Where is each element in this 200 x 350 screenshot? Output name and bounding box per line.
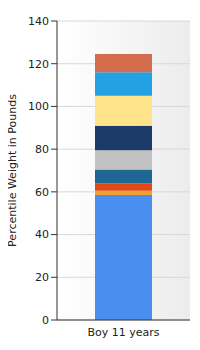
svg-text:80: 80	[35, 143, 49, 156]
svg-text:20: 20	[35, 271, 49, 284]
svg-text:140: 140	[28, 15, 49, 28]
svg-text:Boy 11 years: Boy 11 years	[87, 326, 159, 339]
svg-text:0: 0	[42, 314, 49, 327]
svg-text:Percentile Weight in Pounds: Percentile Weight in Pounds	[8, 94, 19, 247]
svg-text:40: 40	[35, 228, 49, 241]
svg-text:60: 60	[35, 186, 49, 199]
svg-text:120: 120	[28, 58, 49, 71]
svg-text:100: 100	[28, 100, 49, 113]
